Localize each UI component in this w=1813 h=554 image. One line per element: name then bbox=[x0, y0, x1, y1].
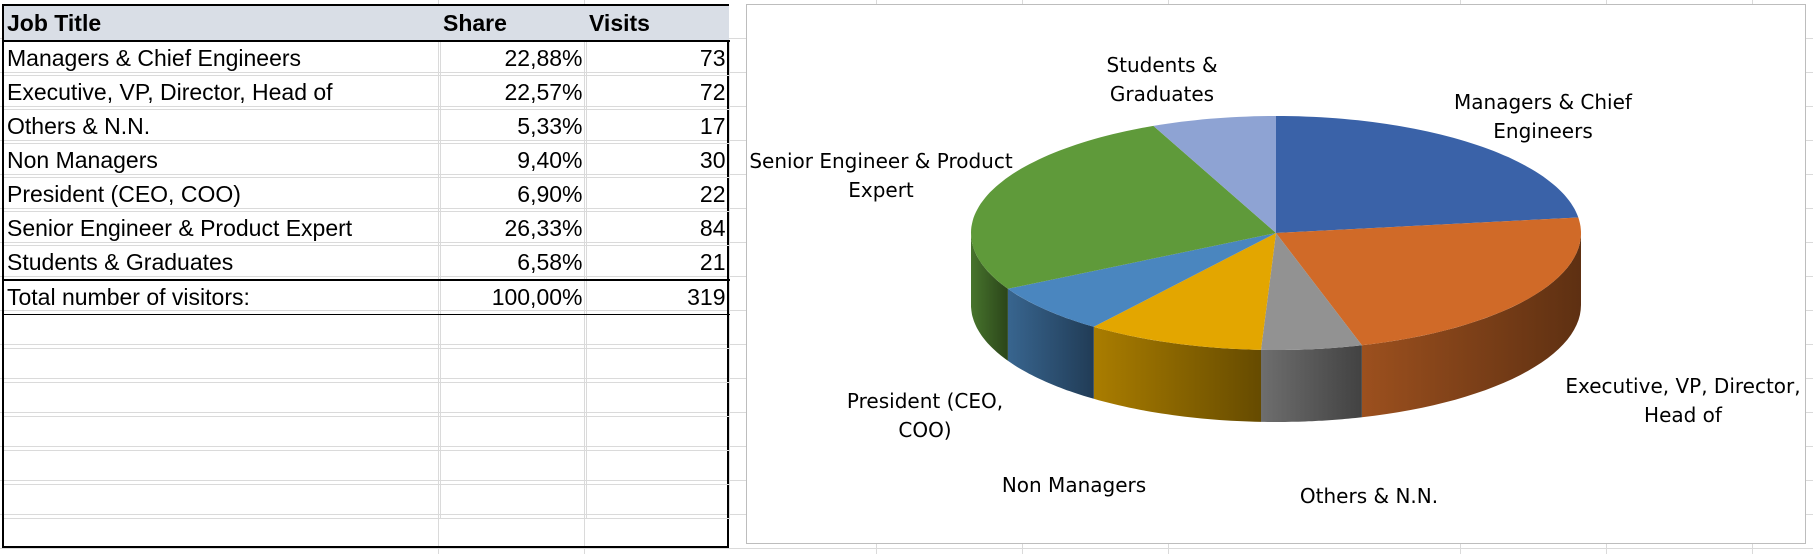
cell-share[interactable]: 6,58% bbox=[440, 245, 587, 281]
table-row: Managers & Chief Engineers 22,88% 73 bbox=[4, 41, 730, 76]
empty-cell[interactable] bbox=[4, 314, 441, 349]
header-visits[interactable]: Visits bbox=[586, 6, 729, 42]
pie-label-4[interactable]: President (CEO, COO) bbox=[847, 389, 1003, 442]
cell-share[interactable]: 22,88% bbox=[440, 41, 587, 76]
cell-total-visits[interactable]: 319 bbox=[586, 279, 730, 315]
empty-cell[interactable] bbox=[4, 416, 441, 451]
empty-cell[interactable] bbox=[4, 450, 441, 485]
pie-label-5[interactable]: Senior Engineer & Product Expert bbox=[749, 149, 1013, 202]
cell-job-title[interactable]: Others & N.N. bbox=[4, 109, 441, 144]
empty-cell[interactable] bbox=[440, 382, 587, 417]
pie-chart[interactable]: Managers & Chief Engineers Executive, VP, … bbox=[747, 5, 1805, 543]
empty-cell[interactable] bbox=[586, 314, 730, 349]
pie-slice-5[interactable] bbox=[971, 125, 1276, 289]
pie-label-2[interactable]: Others & N.N. bbox=[1300, 484, 1438, 508]
pie-label-1[interactable]: Executive, VP, Director, Head of bbox=[1565, 374, 1800, 427]
pie-label-6[interactable]: Students & Graduates bbox=[1106, 53, 1217, 106]
job-title-table: Job Title Share Visits Managers & Chief … bbox=[2, 4, 730, 548]
table-row: Executive, VP, Director, Head of 22,57% … bbox=[4, 75, 730, 110]
pie-slice-0[interactable] bbox=[1276, 116, 1579, 233]
table-row: President (CEO, COO) 6,90% 22 bbox=[4, 177, 730, 212]
cell-job-title[interactable]: Students & Graduates bbox=[4, 245, 441, 281]
empty-row bbox=[4, 382, 730, 417]
empty-cell[interactable] bbox=[4, 382, 441, 417]
cell-job-title[interactable]: Managers & Chief Engineers bbox=[4, 41, 441, 76]
pie-side-2[interactable] bbox=[1261, 345, 1362, 422]
empty-cell[interactable] bbox=[4, 348, 441, 383]
cell-share[interactable]: 5,33% bbox=[440, 109, 587, 144]
empty-cell[interactable] bbox=[586, 416, 730, 451]
empty-cell[interactable] bbox=[586, 484, 730, 519]
empty-cell[interactable] bbox=[440, 314, 587, 349]
empty-cell[interactable] bbox=[586, 382, 730, 417]
cell-job-title[interactable]: President (CEO, COO) bbox=[4, 177, 441, 212]
table-header-row: Job Title Share Visits bbox=[4, 6, 729, 42]
pie-side-5[interactable] bbox=[971, 233, 1008, 361]
empty-cell[interactable] bbox=[440, 348, 587, 383]
pie-top bbox=[971, 116, 1581, 350]
cell-visits[interactable]: 73 bbox=[586, 41, 730, 76]
cell-job-title[interactable]: Senior Engineer & Product Expert bbox=[4, 211, 441, 246]
pie-side-4[interactable] bbox=[1007, 288, 1094, 399]
cell-total-label[interactable]: Total number of visitors: bbox=[4, 279, 441, 315]
pie-label-0[interactable]: Managers & Chief Engineers bbox=[1454, 90, 1633, 143]
pie-label-3[interactable]: Non Managers bbox=[1002, 473, 1146, 497]
cell-visits[interactable]: 30 bbox=[586, 143, 730, 178]
gridline bbox=[0, 548, 1813, 549]
empty-row bbox=[4, 484, 730, 519]
pie-slice-4[interactable] bbox=[1007, 233, 1276, 327]
pie-labels: Managers & Chief Engineers Executive, VP, … bbox=[749, 53, 1800, 508]
empty-row bbox=[4, 416, 730, 451]
table-row: Others & N.N. 5,33% 17 bbox=[4, 109, 730, 144]
empty-cell[interactable] bbox=[440, 450, 587, 485]
table-row: Senior Engineer & Product Expert 26,33% … bbox=[4, 211, 730, 246]
cell-share[interactable]: 9,40% bbox=[440, 143, 587, 178]
empty-cell[interactable] bbox=[4, 484, 441, 519]
empty-row bbox=[4, 450, 730, 485]
cell-visits[interactable]: 72 bbox=[586, 75, 730, 110]
cell-share[interactable]: 6,90% bbox=[440, 177, 587, 212]
pie-slice-2[interactable] bbox=[1261, 233, 1362, 350]
empty-cell[interactable] bbox=[440, 484, 587, 519]
cell-job-title[interactable]: Non Managers bbox=[4, 143, 441, 178]
cell-visits[interactable]: 84 bbox=[586, 211, 730, 246]
cell-visits[interactable]: 22 bbox=[586, 177, 730, 212]
pie-slice-3[interactable] bbox=[1093, 233, 1276, 350]
table-row: Non Managers 9,40% 30 bbox=[4, 143, 730, 178]
empty-cell[interactable] bbox=[440, 416, 587, 451]
empty-row bbox=[4, 314, 730, 349]
empty-cell[interactable] bbox=[586, 450, 730, 485]
header-job-title[interactable]: Job Title bbox=[4, 6, 440, 42]
cell-share[interactable]: 26,33% bbox=[440, 211, 587, 246]
header-share[interactable]: Share bbox=[440, 6, 586, 42]
pie-side-3[interactable] bbox=[1093, 326, 1261, 422]
table-row: Students & Graduates 6,58% 21 bbox=[4, 245, 730, 281]
cell-total-share[interactable]: 100,00% bbox=[440, 279, 587, 315]
data-table: Job Title Share Visits Managers & Chief … bbox=[4, 6, 730, 519]
cell-visits[interactable]: 21 bbox=[586, 245, 730, 281]
cell-share[interactable]: 22,57% bbox=[440, 75, 587, 110]
empty-cell[interactable] bbox=[586, 348, 730, 383]
pie-side-walls bbox=[971, 233, 1581, 422]
table-total-row: Total number of visitors: 100,00% 319 bbox=[4, 279, 730, 315]
empty-row bbox=[4, 348, 730, 383]
pie-slice-1[interactable] bbox=[1276, 217, 1581, 346]
pie-slice-6[interactable] bbox=[1153, 116, 1276, 233]
cell-visits[interactable]: 17 bbox=[586, 109, 730, 144]
cell-job-title[interactable]: Executive, VP, Director, Head of bbox=[4, 75, 441, 110]
pie-chart-area[interactable]: Managers & Chief Engineers Executive, VP, … bbox=[746, 4, 1806, 544]
pie-side-1[interactable] bbox=[1361, 233, 1581, 418]
